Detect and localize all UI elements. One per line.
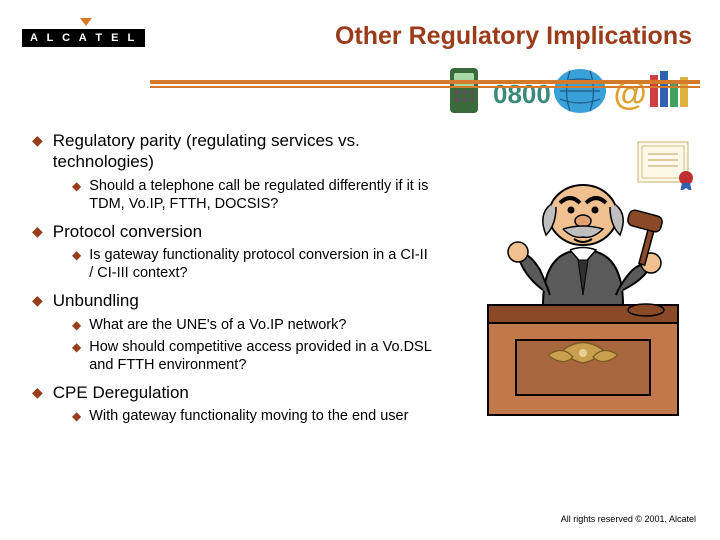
bullet-text: What are the UNE's of a Vo.IP network? xyxy=(89,316,346,334)
diamond-bullet-icon: ◆ xyxy=(32,223,43,241)
bullet-text: Regulatory parity (regulating services v… xyxy=(53,130,432,173)
bullet-level1: ◆ Regulatory parity (regulating services… xyxy=(32,130,432,173)
diamond-bullet-icon: ◆ xyxy=(32,384,43,402)
bullet-text: Protocol conversion xyxy=(53,221,202,242)
bullet-text: CPE Deregulation xyxy=(53,382,189,403)
bullet-level2: ◆ Should a telephone call be regulated d… xyxy=(72,177,432,213)
diamond-bullet-icon: ◆ xyxy=(72,248,81,263)
diamond-bullet-icon: ◆ xyxy=(72,340,81,355)
slide-title: Other Regulatory Implications xyxy=(335,22,692,51)
judge-cartoon-icon xyxy=(468,155,698,435)
list-item: ◆ Protocol conversion ◆ Is gateway funct… xyxy=(32,221,432,283)
bullet-text: Should a telephone call be regulated dif… xyxy=(89,177,432,213)
diamond-bullet-icon: ◆ xyxy=(72,409,81,424)
header-decor-collage: 0800 @ xyxy=(445,63,695,118)
bullet-text: With gateway functionality moving to the… xyxy=(89,407,408,425)
list-item: ◆ Unbundling ◆ What are the UNE's of a V… xyxy=(32,290,432,374)
list-item: ◆ Regulatory parity (regulating services… xyxy=(32,130,432,213)
bullet-level2: ◆ How should competitive access provided… xyxy=(72,338,432,374)
bullet-level1: ◆ CPE Deregulation xyxy=(32,382,432,403)
alcatel-logo: A L C A T E L xyxy=(22,28,152,52)
bullet-text: Unbundling xyxy=(53,290,139,311)
bullet-level1: ◆ Protocol conversion xyxy=(32,221,432,242)
bullet-text: How should competitive access provided i… xyxy=(89,338,432,374)
list-item: ◆ CPE Deregulation ◆ With gateway functi… xyxy=(32,382,432,425)
bullet-text: Is gateway functionality protocol conver… xyxy=(89,246,432,282)
header-divider xyxy=(150,80,700,88)
bullet-level2: ◆ What are the UNE's of a Vo.IP network? xyxy=(72,316,432,334)
logo-triangle-icon xyxy=(80,18,92,26)
diamond-bullet-icon: ◆ xyxy=(32,132,43,150)
bullet-level2: ◆ Is gateway functionality protocol conv… xyxy=(72,246,432,282)
diamond-bullet-icon: ◆ xyxy=(72,318,81,333)
logo-text: A L C A T E L xyxy=(22,29,145,47)
diamond-bullet-icon: ◆ xyxy=(72,179,81,194)
slide-header: A L C A T E L Other Regulatory Implicati… xyxy=(0,0,720,100)
copyright-footer: All rights reserved © 2001, Alcatel xyxy=(561,514,696,524)
bullet-level2: ◆ With gateway functionality moving to t… xyxy=(72,407,432,425)
diamond-bullet-icon: ◆ xyxy=(32,292,43,310)
bullet-list: ◆ Regulatory parity (regulating services… xyxy=(32,130,432,433)
bullet-level1: ◆ Unbundling xyxy=(32,290,432,311)
